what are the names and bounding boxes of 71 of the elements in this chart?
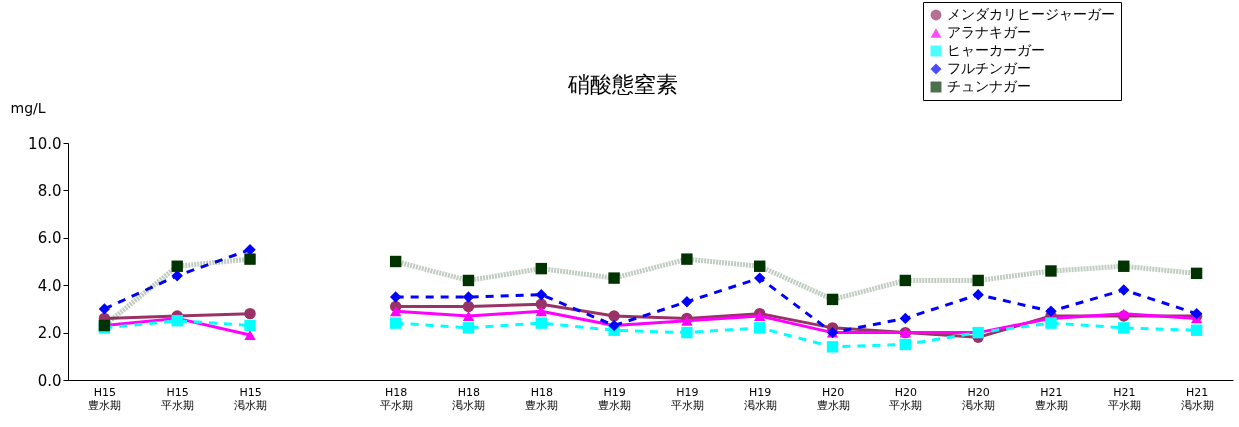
point	[1045, 265, 1057, 277]
chart-title: 硝酸態窒素	[567, 72, 678, 97]
point	[754, 260, 766, 272]
point	[1190, 324, 1203, 336]
point	[1045, 305, 1057, 317]
point	[171, 270, 183, 282]
point	[462, 300, 475, 313]
x-tick-label: H20 渇水期	[962, 385, 996, 412]
point	[244, 253, 256, 265]
x-tick-label: H15 平水期	[161, 385, 195, 412]
point	[389, 255, 402, 268]
point	[462, 274, 475, 287]
point	[754, 272, 766, 284]
x-tick-label: H20 豊水期	[816, 385, 850, 412]
point	[681, 326, 693, 339]
point	[899, 338, 912, 351]
x-tick-label: H15 豊水期	[88, 385, 122, 412]
point	[826, 293, 839, 306]
y-tick-label: 10.0	[28, 134, 62, 153]
point	[535, 288, 547, 301]
y-tick-label: 4.0	[37, 276, 62, 295]
x-tick-label: H21 平水期	[1107, 385, 1141, 412]
x-tick-label: H18 渇水期	[452, 385, 486, 412]
x-tick-label: H19 平水期	[670, 385, 704, 412]
point	[1118, 260, 1130, 272]
point	[244, 319, 256, 332]
y-tick-label: 6.0	[37, 229, 62, 248]
x-tick-label: H15 渇水期	[234, 385, 268, 412]
point	[754, 322, 766, 334]
x-tick-label: H18 豊水期	[525, 385, 559, 412]
point	[1118, 322, 1130, 334]
point	[899, 312, 912, 325]
point	[462, 311, 475, 321]
y-tick-label: 8.0	[37, 181, 62, 200]
point	[826, 341, 839, 353]
y-axis-title: mg/L	[10, 99, 46, 116]
point	[608, 310, 620, 322]
point	[1190, 267, 1203, 280]
point	[972, 274, 984, 287]
x-tick-label: H21 渇水期	[1180, 385, 1214, 412]
y-tick-label: 2.0	[37, 324, 62, 343]
x-tick-label: H18 平水期	[379, 385, 413, 412]
x-tick-label: H20 平水期	[889, 385, 923, 412]
legend-label: アラナキガー	[947, 24, 1031, 40]
point	[681, 253, 693, 265]
x-tick-label: H21 豊水期	[1034, 385, 1068, 412]
point	[608, 272, 620, 284]
point	[899, 274, 912, 287]
point	[98, 303, 111, 315]
point	[972, 288, 984, 301]
point	[1045, 317, 1057, 329]
legend-label: チュンナガー	[947, 78, 1031, 94]
point	[389, 317, 402, 329]
x-tick-label: H19 渇水期	[743, 385, 777, 412]
point	[681, 296, 693, 308]
legend-label: メンダカリヒージャーガー	[947, 6, 1115, 22]
point	[535, 262, 547, 275]
point	[535, 306, 547, 317]
point	[754, 311, 766, 321]
point	[462, 322, 475, 334]
point	[244, 307, 256, 320]
y-tick-label: 0.0	[37, 371, 62, 390]
point	[389, 291, 402, 303]
point	[1118, 284, 1130, 296]
x-tick-label: H19 豊水期	[598, 385, 632, 412]
point	[244, 330, 256, 340]
point	[389, 306, 402, 317]
legend-label: ヒャーカーガー	[947, 42, 1045, 58]
point	[171, 260, 183, 272]
point	[535, 317, 547, 329]
legend-label: フルチンガー	[947, 60, 1031, 76]
